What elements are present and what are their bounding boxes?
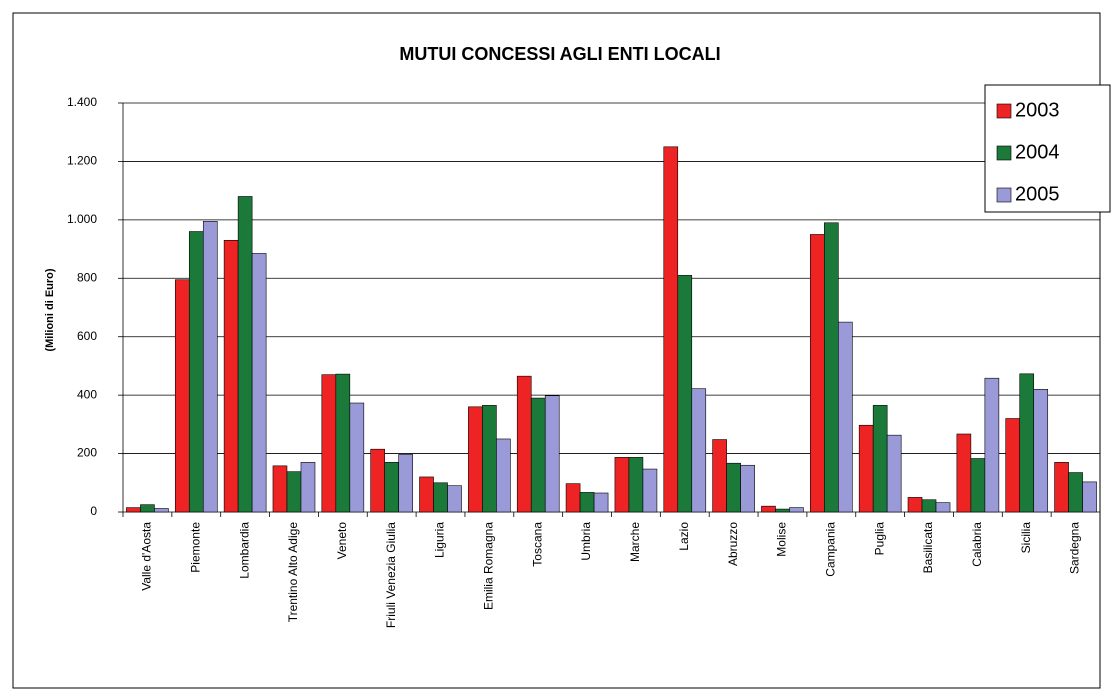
bar xyxy=(140,504,155,513)
bar xyxy=(775,508,790,513)
bar xyxy=(956,433,972,513)
bar xyxy=(677,275,693,513)
bar xyxy=(921,499,937,513)
x-tick-label: Veneto xyxy=(335,522,349,560)
bar xyxy=(286,471,302,513)
x-tick-label: Sicilia xyxy=(1019,522,1033,554)
bar xyxy=(174,279,190,513)
bar xyxy=(154,508,169,513)
bar xyxy=(496,438,511,513)
bar xyxy=(726,462,741,513)
x-tick-label: Valle d'Aosta xyxy=(140,522,154,591)
y-tick-label: 1.400 xyxy=(67,95,97,109)
bar xyxy=(237,196,253,513)
chart-title: MUTUI CONCESSI AGLI ENTI LOCALI xyxy=(399,44,720,64)
y-tick-label: 800 xyxy=(77,270,97,284)
y-tick-label: 0 xyxy=(90,504,97,518)
x-tick-label: Lazio xyxy=(677,522,691,551)
bar xyxy=(188,231,204,513)
bar xyxy=(126,507,141,513)
bar xyxy=(642,468,658,513)
bar xyxy=(886,434,902,513)
bar xyxy=(516,375,532,513)
x-tick-label: Toscana xyxy=(530,522,544,567)
x-tick-label: Piemonte xyxy=(188,522,202,573)
x-tick-label: Puglia xyxy=(872,522,886,556)
bar xyxy=(970,458,986,513)
x-tick-label: Liguria xyxy=(433,522,447,558)
bar xyxy=(1068,472,1083,513)
bar xyxy=(691,388,707,513)
bar xyxy=(824,222,839,513)
x-tick-label: Trentino Alto Adige xyxy=(286,522,300,623)
x-tick-label: Abruzzo xyxy=(726,522,740,566)
bar xyxy=(1019,373,1035,513)
bar xyxy=(712,439,727,513)
x-tick-label: Campania xyxy=(823,522,837,577)
bar xyxy=(935,502,951,513)
bar xyxy=(349,402,365,513)
bar xyxy=(789,507,804,513)
bar xyxy=(1005,418,1021,513)
y-tick-label: 400 xyxy=(77,387,97,401)
bar xyxy=(907,497,923,513)
bar xyxy=(223,240,239,513)
x-tick-label: Emilia Romagna xyxy=(482,522,496,610)
bar xyxy=(872,405,888,513)
bar xyxy=(614,457,630,513)
bar xyxy=(544,395,560,513)
x-tick-label: Lombardia xyxy=(237,522,251,579)
bar xyxy=(251,253,267,513)
bar xyxy=(740,464,755,513)
y-tick-label: 200 xyxy=(77,446,97,460)
y-tick-label: 1.000 xyxy=(67,212,97,226)
y-tick-label: 1.200 xyxy=(67,154,97,168)
x-tick-label: Calabria xyxy=(970,522,984,567)
bar xyxy=(565,483,581,513)
bar xyxy=(468,406,483,513)
bar xyxy=(419,476,434,513)
bar xyxy=(579,492,595,513)
bar xyxy=(663,146,679,513)
x-tick-label: Marche xyxy=(628,522,642,562)
x-tick-label: Basilicata xyxy=(921,522,935,574)
bar xyxy=(984,377,1000,513)
bar xyxy=(858,424,874,513)
legend-label: 2005 xyxy=(1015,183,1060,205)
bar xyxy=(838,321,853,513)
bar xyxy=(300,462,316,513)
bar xyxy=(628,457,644,513)
bar xyxy=(1082,481,1097,513)
bar xyxy=(433,482,448,513)
legend-swatch xyxy=(996,103,1012,119)
bar xyxy=(370,448,385,513)
bar xyxy=(447,485,462,513)
x-tick-label: Umbria xyxy=(579,522,593,561)
bar xyxy=(482,405,497,513)
bar xyxy=(272,465,288,513)
x-tick-label: Sardegna xyxy=(1068,522,1082,574)
bar xyxy=(810,234,825,513)
bar xyxy=(202,221,218,513)
y-axis-label: (Milioni di Euro) xyxy=(44,268,56,351)
bar xyxy=(761,505,776,513)
legend-label: 2004 xyxy=(1015,141,1060,163)
bar xyxy=(1054,462,1069,513)
legend-swatch xyxy=(996,187,1012,203)
bar xyxy=(335,373,351,513)
bar xyxy=(398,454,413,513)
bar xyxy=(530,397,546,513)
bar xyxy=(1033,388,1049,513)
legend-label: 2003 xyxy=(1015,99,1060,121)
bar xyxy=(593,492,609,513)
x-tick-label: Friuli Venezia Giulia xyxy=(384,522,398,628)
legend-swatch xyxy=(996,145,1012,161)
bar xyxy=(384,462,399,513)
x-tick-label: Molise xyxy=(775,522,789,557)
bar xyxy=(321,374,337,513)
y-tick-label: 600 xyxy=(77,329,97,343)
